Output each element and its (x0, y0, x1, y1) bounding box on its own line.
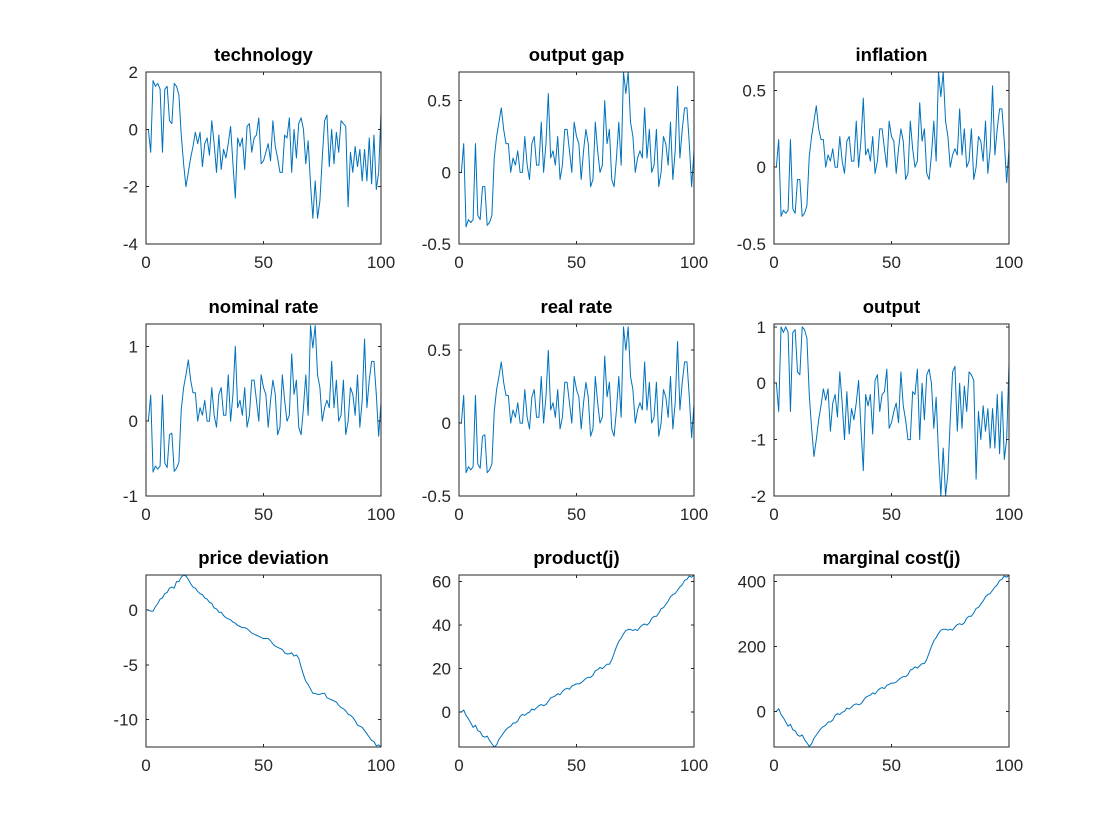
y-tick-label: -1 (751, 431, 766, 450)
y-tick-label: 0 (757, 158, 766, 177)
y-tick-label: 0 (757, 374, 766, 393)
subplot-title: technology (214, 44, 313, 65)
series-line (147, 325, 381, 473)
x-tick-label: 50 (254, 756, 273, 775)
axes-box (145, 71, 382, 245)
y-tick-label: 400 (738, 572, 766, 591)
y-tick-label: 0 (442, 163, 451, 182)
y-tick-label: -5 (123, 656, 138, 675)
x-tick-label: 100 (680, 253, 708, 272)
series-line (148, 575, 381, 747)
x-tick-label: 50 (567, 253, 586, 272)
axes-box (773, 323, 1010, 497)
subplot: 0 50 100 0 20 40 60 product(j) (432, 547, 708, 775)
axes-box (458, 574, 695, 748)
y-tick-label: 1 (757, 318, 766, 337)
x-tick-label: 0 (769, 756, 778, 775)
x-tick-label: 100 (680, 756, 708, 775)
subplot-title: nominal rate (209, 296, 319, 317)
x-tick-label: 50 (254, 253, 273, 272)
x-tick-label: 0 (141, 253, 150, 272)
x-tick-label: 50 (254, 505, 273, 524)
axes-box (145, 574, 382, 748)
y-tick-label: 60 (432, 573, 451, 592)
y-tick-label: -10 (113, 711, 138, 730)
y-tick-label: 40 (432, 616, 451, 635)
axes-box (773, 574, 1010, 748)
x-tick-label: 0 (454, 756, 463, 775)
y-tick-label: -2 (123, 178, 138, 197)
x-tick-label: 50 (882, 505, 901, 524)
y-tick-label: -2 (751, 487, 766, 506)
x-tick-label: 50 (882, 253, 901, 272)
x-tick-label: 100 (995, 756, 1023, 775)
x-tick-label: 0 (141, 505, 150, 524)
y-tick-label: 0.5 (427, 92, 451, 111)
series-line (460, 326, 694, 474)
series-line (775, 575, 1009, 747)
x-tick-label: 50 (567, 756, 586, 775)
y-tick-label: 0 (757, 702, 766, 721)
subplot: 0 50 100 -10 -5 0 price deviation (113, 547, 395, 775)
subplot-title: inflation (856, 44, 928, 65)
x-tick-label: 100 (995, 253, 1023, 272)
subplot: 0 50 100 -4 -2 0 2 technology (123, 44, 395, 272)
x-tick-label: 0 (141, 756, 150, 775)
subplot-title: price deviation (198, 547, 329, 568)
x-tick-label: 50 (567, 505, 586, 524)
series-line (461, 575, 694, 747)
x-tick-label: 0 (769, 253, 778, 272)
x-tick-label: 100 (367, 756, 395, 775)
y-tick-label: 0.5 (427, 341, 451, 360)
subplot-title: product(j) (533, 547, 619, 568)
y-tick-label: -1 (123, 487, 138, 506)
y-tick-label: 0.5 (742, 81, 766, 100)
y-tick-label: 2 (129, 63, 138, 82)
x-tick-label: 100 (995, 505, 1023, 524)
x-tick-label: 100 (680, 505, 708, 524)
y-tick-label: -4 (123, 235, 138, 254)
series-line (775, 326, 1009, 496)
y-tick-label: 1 (129, 337, 138, 356)
y-tick-label: 0 (129, 120, 138, 139)
subplot-title: marginal cost(j) (823, 547, 961, 568)
subplot: 0 50 100 0 200 400 marginal cost(j) (738, 547, 1024, 775)
series-line (460, 72, 694, 228)
x-tick-label: 100 (367, 505, 395, 524)
x-tick-label: 0 (454, 253, 463, 272)
y-tick-label: 0 (442, 414, 451, 433)
y-tick-label: -0.5 (422, 487, 451, 506)
y-tick-label: 0 (129, 601, 138, 620)
y-tick-label: -0.5 (737, 235, 766, 254)
y-tick-label: 20 (432, 660, 451, 679)
x-tick-label: 50 (882, 756, 901, 775)
subplot-title: output (863, 296, 921, 317)
subplot-title: real rate (541, 296, 613, 317)
y-tick-label: 0 (442, 703, 451, 722)
x-tick-label: 0 (769, 505, 778, 524)
series-line (775, 72, 1009, 217)
series-line (147, 80, 381, 219)
subplot: 0 50 100 -2 -1 0 1 output (751, 296, 1023, 524)
subplot-title: output gap (529, 44, 625, 65)
y-tick-label: -0.5 (422, 235, 451, 254)
x-tick-label: 100 (367, 253, 395, 272)
x-tick-label: 0 (454, 505, 463, 524)
y-tick-label: 200 (738, 637, 766, 656)
y-tick-label: 0 (129, 412, 138, 431)
